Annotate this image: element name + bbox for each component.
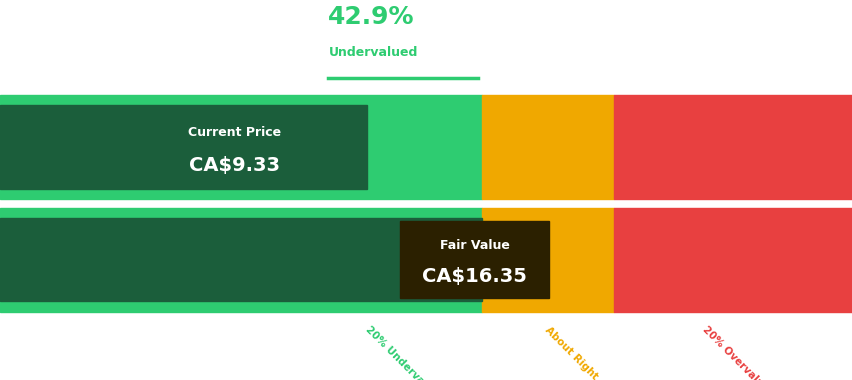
Text: 20% Undervalued: 20% Undervalued (364, 325, 444, 380)
Text: About Right: About Right (543, 325, 599, 380)
Text: Undervalued: Undervalued (328, 46, 417, 59)
Text: 42.9%: 42.9% (328, 5, 414, 29)
Bar (481, 207, 613, 312)
Bar (613, 207, 852, 312)
Bar (0, 105, 366, 188)
Text: CA$16.35: CA$16.35 (422, 267, 527, 286)
Bar (613, 95, 852, 199)
Bar (400, 222, 549, 298)
Bar (481, 95, 613, 199)
Bar (0, 95, 481, 199)
Text: Current Price: Current Price (187, 125, 281, 139)
Text: 20% Overvalued: 20% Overvalued (700, 325, 774, 380)
Bar (0, 207, 481, 312)
Text: Fair Value: Fair Value (439, 239, 509, 252)
Text: CA$9.33: CA$9.33 (189, 156, 279, 175)
Bar (0, 218, 481, 301)
